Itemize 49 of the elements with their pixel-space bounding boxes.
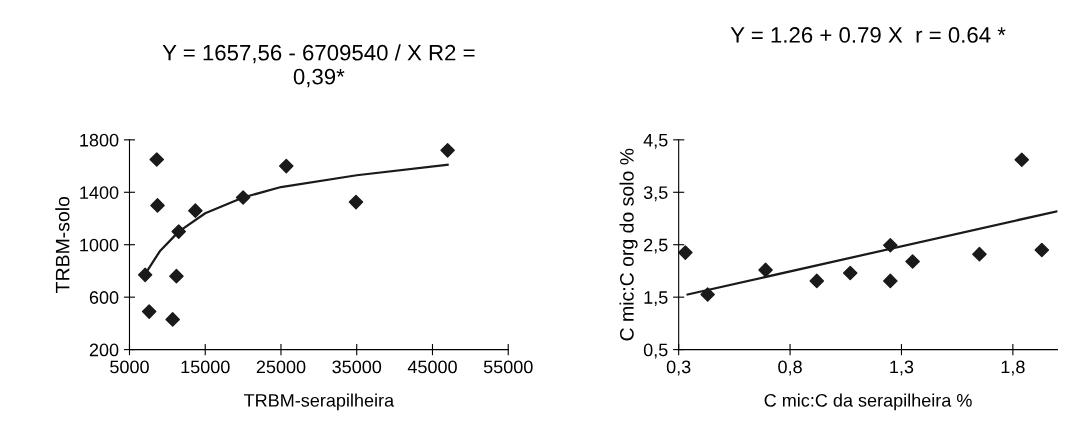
point: [758, 262, 773, 278]
point: [137, 267, 153, 283]
point: [700, 287, 715, 302]
point: [1014, 152, 1030, 168]
x-tick-label: 0,3: [666, 360, 691, 376]
point: [149, 152, 165, 167]
point: [842, 265, 858, 281]
point: [678, 245, 693, 260]
y-tick-label: 0,5: [643, 343, 668, 359]
x-tick-label: 0,8: [778, 360, 802, 376]
y-tick-label: 3,5: [643, 186, 668, 202]
y-tick-label: 200: [89, 343, 119, 357]
chart-title: Y = 1.26 + 0.79 X r = 0.64 *: [730, 27, 1006, 43]
point: [883, 237, 898, 253]
x-tick-label: 15000: [181, 360, 230, 374]
point: [440, 143, 455, 158]
y-tick-label: 1,5: [644, 291, 668, 307]
point: [141, 304, 157, 319]
y-tick-label: 1000: [80, 238, 119, 252]
point: [188, 203, 203, 218]
x-tick-label: 1,3: [890, 360, 914, 376]
point: [279, 158, 294, 174]
point: [905, 254, 920, 269]
y-axis-title: C mic:C org do solo %: [619, 148, 638, 341]
y-axis-title: TRBM-solo: [55, 196, 70, 293]
point: [169, 268, 184, 284]
x-axis-title: TRBM-serapilheira: [244, 393, 395, 411]
point: [165, 312, 180, 327]
point: [1034, 242, 1050, 258]
x-tick-label: 25000: [256, 360, 306, 374]
point: [972, 246, 987, 262]
point: [235, 190, 251, 205]
x-tick-label: 35000: [332, 360, 382, 374]
y-tick-label: 1800: [80, 133, 119, 147]
point: [150, 198, 165, 213]
x-axis-title: C mic:C da serapilheira %: [764, 393, 972, 411]
point: [171, 224, 187, 239]
point: [883, 273, 898, 289]
x-tick-label: 55000: [483, 360, 533, 374]
x-tick-label: 1,8: [1001, 360, 1025, 376]
chart-title: Y = 1657,56 - 6709540 / X R2 = 0,39*: [162, 44, 475, 88]
y-tick-label: 1400: [80, 186, 119, 199]
x-tick-label: 5000: [110, 360, 149, 374]
y-tick-label: 4,5: [643, 133, 668, 149]
point: [348, 194, 364, 210]
y-tick-label: 600: [89, 291, 119, 304]
point: [809, 273, 825, 289]
x-tick-label: 45000: [407, 360, 457, 374]
y-tick-label: 2,5: [644, 238, 668, 254]
